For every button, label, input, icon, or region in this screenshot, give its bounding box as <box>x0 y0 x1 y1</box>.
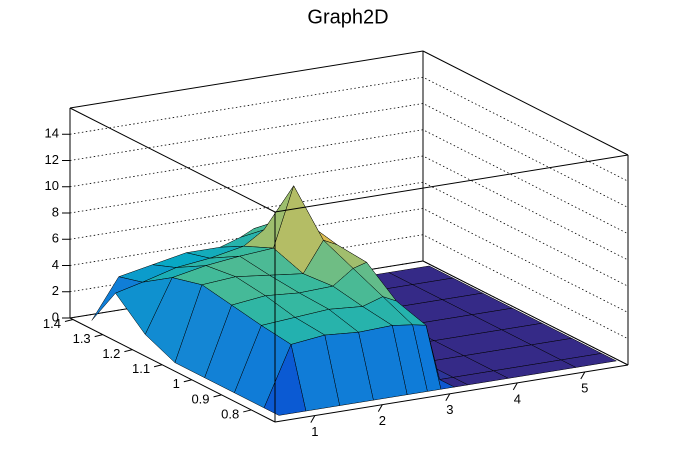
y-tick <box>64 319 74 322</box>
y-tick-label: 0.9 <box>191 391 209 406</box>
x-tick-label: 3 <box>446 402 453 417</box>
x-tick-label: 2 <box>379 413 386 428</box>
y-tick <box>124 349 133 353</box>
x-tick <box>512 382 518 391</box>
box-edge <box>422 50 629 156</box>
y-tick <box>94 334 103 338</box>
y-tick <box>243 409 252 413</box>
y-tick <box>183 379 192 383</box>
z-tick-label: 4 <box>52 257 59 272</box>
chart-title: Graph2D <box>307 6 388 28</box>
x-tick-label: 1 <box>311 424 318 439</box>
y-axis <box>69 317 276 423</box>
y-tick-label: 1.2 <box>102 346 120 361</box>
z-tick-label: 6 <box>52 231 59 246</box>
x-axis <box>274 364 629 423</box>
y-tick-label: 1.3 <box>73 331 91 346</box>
x-tick <box>377 404 383 412</box>
y-tick-label: 1.1 <box>132 361 150 376</box>
x-tick-label: 5 <box>581 380 588 395</box>
z-tick-label: 8 <box>52 204 59 219</box>
z-tick-label: 2 <box>52 283 59 298</box>
y-tick-label: 1 <box>173 376 180 391</box>
y-tick <box>153 364 163 368</box>
y-tick-label: 1.4 <box>43 316 61 331</box>
x-tick-label: 4 <box>514 391 521 406</box>
box-edge <box>274 154 629 213</box>
x-tick <box>580 371 586 380</box>
z-tick-label: 12 <box>45 152 59 167</box>
z-tick-label: 10 <box>45 178 59 193</box>
box-edge <box>69 50 424 109</box>
z-tick-label: 0 <box>52 309 59 324</box>
y-tick-label: 0.8 <box>221 406 239 421</box>
y-tick <box>213 394 222 398</box>
box-edge <box>69 107 276 213</box>
x-tick <box>445 393 451 402</box>
z-tick-label: 14 <box>45 126 59 141</box>
x-tick <box>310 415 316 423</box>
